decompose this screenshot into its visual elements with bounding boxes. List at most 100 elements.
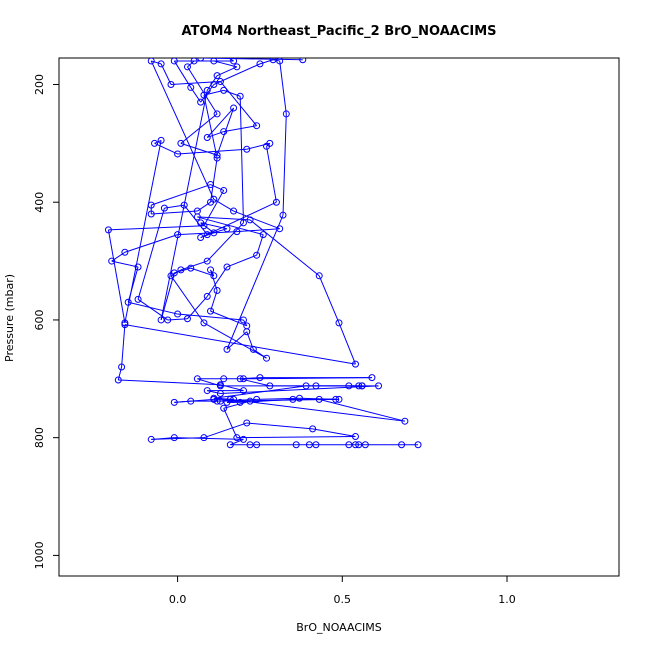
series-segment [160, 272, 175, 321]
series-segment [210, 157, 218, 203]
data-point [266, 139, 274, 147]
series-segment [206, 266, 228, 297]
data-point [312, 382, 320, 390]
series-segment [118, 379, 221, 386]
data-point [358, 382, 366, 390]
series-segment [170, 275, 205, 324]
data-point [157, 136, 165, 144]
series-segment [236, 435, 356, 439]
data-point [114, 376, 122, 384]
series-segment [318, 275, 340, 324]
data-point [203, 387, 211, 395]
chart-title: ATOM4 Northeast_Pacific_2 BrO_NOAACIMS [182, 24, 497, 39]
data-point [312, 441, 320, 449]
data-point [210, 229, 218, 237]
data-point [253, 251, 261, 259]
series-segment [249, 219, 320, 277]
series-segment [236, 228, 280, 233]
data-point [197, 98, 205, 106]
data-point [375, 382, 383, 390]
data-point [266, 382, 274, 390]
data-point [230, 104, 238, 112]
series-segment [220, 384, 244, 392]
series-segment [203, 422, 247, 439]
data-point [108, 257, 116, 265]
data-point [210, 80, 218, 88]
x-axis-label: BrO_NOAACIMS [296, 621, 381, 634]
data-point [243, 419, 251, 427]
plot-frame [58, 57, 620, 577]
data-point [269, 58, 277, 64]
series-segment [124, 234, 178, 253]
data-point [246, 397, 254, 405]
data-point [221, 58, 226, 59]
data-point [220, 404, 228, 412]
data-point [207, 307, 215, 315]
data-point [170, 269, 178, 277]
data-point [355, 382, 363, 390]
data-point [230, 207, 238, 215]
x-tick-label: 0.5 [334, 593, 352, 606]
data-point [279, 211, 287, 219]
data-point [210, 195, 218, 203]
y-axis-label: Pressure (mbar) [3, 274, 16, 362]
x-axis: 0.0 0.5 1.0 [169, 576, 516, 606]
data-point [302, 382, 310, 390]
data-point [203, 257, 211, 265]
series-segment [206, 222, 244, 262]
series-segment [282, 113, 287, 216]
series-segment [111, 251, 126, 262]
data-point [236, 375, 244, 383]
series-segment [319, 398, 406, 422]
series-segment [216, 107, 235, 156]
data-point [253, 441, 261, 449]
series-segment [200, 58, 303, 61]
data-point [276, 58, 284, 65]
series-segment [117, 366, 123, 381]
data-point [276, 225, 284, 233]
data-point [351, 360, 359, 368]
series-segment [220, 385, 379, 395]
data-point [315, 395, 323, 403]
data-point [213, 151, 221, 159]
data-point [187, 264, 195, 272]
series-segment [210, 290, 218, 312]
data-point [309, 425, 317, 433]
data-point [246, 441, 254, 449]
data-point [414, 441, 422, 449]
data-point [121, 319, 129, 327]
data-point [197, 58, 205, 62]
data-point [233, 63, 241, 71]
data-point [220, 128, 228, 136]
series-segment [111, 260, 139, 268]
data-point [253, 395, 261, 403]
data-point [121, 248, 129, 256]
series-segment [253, 348, 267, 359]
data-point [210, 272, 218, 280]
series-segment [279, 60, 287, 114]
series-segment [180, 260, 208, 271]
data-point [233, 228, 241, 236]
series-segment [213, 198, 234, 212]
data-point [295, 394, 303, 402]
data-point [315, 272, 323, 280]
data-point [292, 441, 300, 449]
data-point [345, 382, 353, 390]
series-segment [137, 298, 168, 321]
series-segment [180, 113, 218, 144]
data-point [355, 441, 363, 449]
series-segment [108, 225, 204, 231]
data-point [190, 58, 198, 65]
y-axis: 200 400 600 800 1000 [33, 74, 59, 569]
data-point [210, 394, 218, 402]
data-point [170, 398, 178, 406]
data-point [213, 72, 221, 80]
x-tick-label: 1.0 [498, 593, 516, 606]
data-point [197, 234, 205, 242]
data-point [160, 204, 168, 212]
data-point [177, 266, 185, 274]
series-segment [266, 146, 277, 203]
series-segment [226, 254, 257, 268]
series-segment [223, 125, 257, 133]
